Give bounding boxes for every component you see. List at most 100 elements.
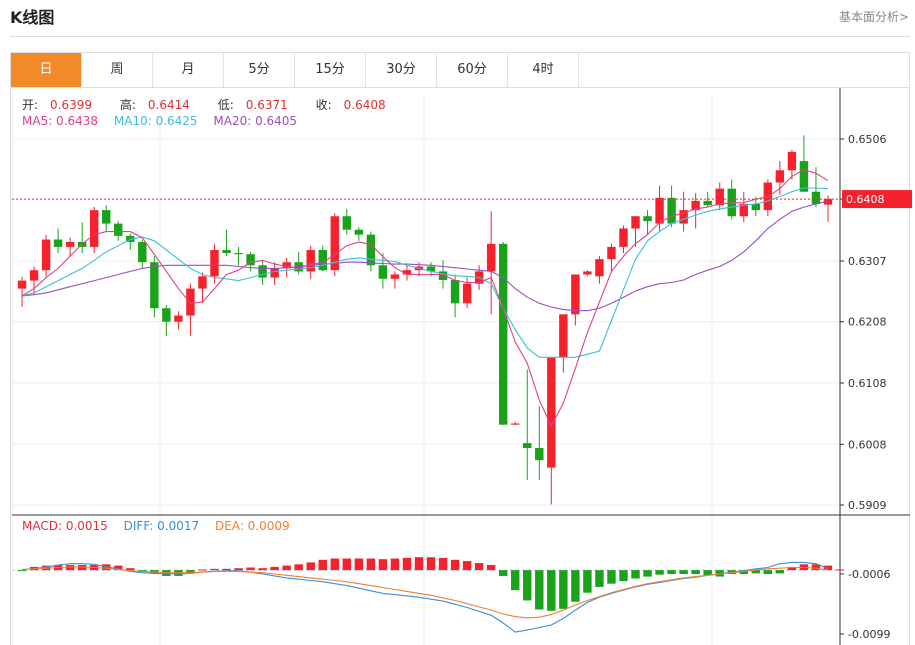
macd-y-tick-label: -0.0006 — [848, 568, 890, 581]
candle-body — [571, 274, 580, 315]
candle-body — [198, 276, 207, 289]
candle-body — [438, 271, 448, 281]
macd-bar — [751, 570, 761, 574]
candle-body — [53, 239, 63, 247]
candle-body — [607, 246, 616, 260]
tab-4hour[interactable]: 4时 — [508, 53, 579, 87]
candle-body — [462, 283, 472, 304]
macd-bar — [498, 570, 508, 576]
candle-body — [150, 262, 159, 309]
tab-week[interactable]: 周 — [82, 53, 153, 87]
candle-body — [523, 443, 532, 448]
candle-body — [691, 200, 700, 211]
macd-bar — [77, 564, 87, 571]
low-value: 0.6371 — [245, 98, 288, 112]
candle-body — [65, 241, 75, 247]
candle-body — [318, 249, 327, 271]
candle-body — [102, 210, 111, 224]
tab-60min[interactable]: 60分 — [437, 53, 508, 87]
candle-body — [89, 210, 99, 247]
candle-body — [799, 161, 809, 192]
candle-body — [559, 314, 568, 358]
macd-bar — [835, 569, 845, 571]
candle-body — [342, 216, 352, 230]
macd-bar — [450, 559, 460, 571]
candle-body — [378, 265, 388, 279]
tab-15min[interactable]: 15分 — [295, 53, 366, 87]
macd-bar — [511, 570, 520, 591]
macd-bar — [402, 557, 412, 571]
candle-body — [511, 423, 520, 425]
macd-bar — [426, 557, 436, 571]
candle-body — [162, 308, 171, 322]
candle-body — [126, 235, 135, 242]
ma20-line — [21, 200, 829, 312]
candle-body — [174, 315, 183, 322]
macd-y-tick-label: -0.0099 — [848, 628, 890, 641]
candle-body — [330, 216, 339, 271]
tab-month[interactable]: 月 — [153, 53, 224, 87]
macd-bar — [65, 564, 75, 571]
macd-bar — [210, 568, 219, 571]
candle-body — [390, 274, 400, 279]
open-value: 0.6399 — [50, 98, 93, 112]
dea-value: DEA: 0.0009 — [214, 519, 290, 533]
macd-bar — [775, 570, 785, 574]
macd-value: MACD: 0.0015 — [22, 519, 108, 533]
candle-body — [739, 203, 748, 217]
candle-body — [258, 265, 267, 278]
macd-bar — [330, 558, 339, 571]
macd-bar — [763, 570, 773, 574]
macd-bar — [198, 569, 207, 571]
candle-body — [450, 280, 460, 304]
macd-bar — [679, 570, 688, 574]
macd-bar — [811, 564, 821, 571]
candle-body — [282, 262, 291, 269]
y-tick-label: 0.6506 — [848, 133, 887, 146]
macd-bar — [559, 570, 568, 609]
candle-body — [775, 170, 785, 183]
candle-body — [787, 151, 797, 171]
macd-bar — [523, 570, 532, 601]
macd-bar — [595, 570, 604, 587]
divider — [10, 36, 910, 37]
close-value: 0.6408 — [343, 98, 386, 112]
tab-day[interactable]: 日 — [11, 53, 82, 87]
macd-bar — [318, 559, 327, 571]
last-price-label: 0.6408 — [846, 193, 885, 206]
ma5-value: MA5: 0.6438 — [22, 114, 99, 128]
macd-bar — [703, 570, 712, 576]
page-title: K线图 — [10, 8, 55, 27]
ma20-value: MA20: 0.6405 — [213, 114, 298, 128]
candle-body — [655, 197, 664, 224]
fundamental-analysis-link[interactable]: 基本面分析> — [838, 10, 909, 24]
candle-body — [703, 200, 712, 206]
macd-bar — [306, 562, 315, 571]
y-tick-label: 0.5909 — [848, 499, 887, 512]
y-tick-label: 0.6307 — [848, 255, 887, 268]
macd-bar — [631, 570, 640, 579]
high-value: 0.6414 — [147, 98, 190, 112]
macd-bar — [354, 558, 364, 571]
candle-body — [498, 243, 508, 425]
macd-bar — [571, 570, 580, 602]
macd-bar — [258, 568, 267, 571]
macd-bar — [583, 570, 592, 593]
macd-bar — [715, 570, 724, 577]
macd-bar — [607, 570, 616, 584]
tab-5min[interactable]: 5分 — [224, 53, 295, 87]
diff-line — [21, 561, 829, 633]
candle-body — [29, 270, 39, 281]
candle-body — [583, 271, 592, 275]
macd-bar — [787, 566, 797, 571]
tab-30min[interactable]: 30分 — [366, 53, 437, 87]
candle-body — [426, 266, 436, 272]
candle-body — [595, 259, 604, 277]
candle-body — [679, 210, 688, 224]
last-price-tag — [842, 190, 912, 209]
macd-bar — [222, 568, 231, 571]
y-tick-label: 0.6208 — [848, 316, 887, 329]
macd-bar — [739, 570, 748, 574]
macd-bar — [619, 570, 628, 582]
